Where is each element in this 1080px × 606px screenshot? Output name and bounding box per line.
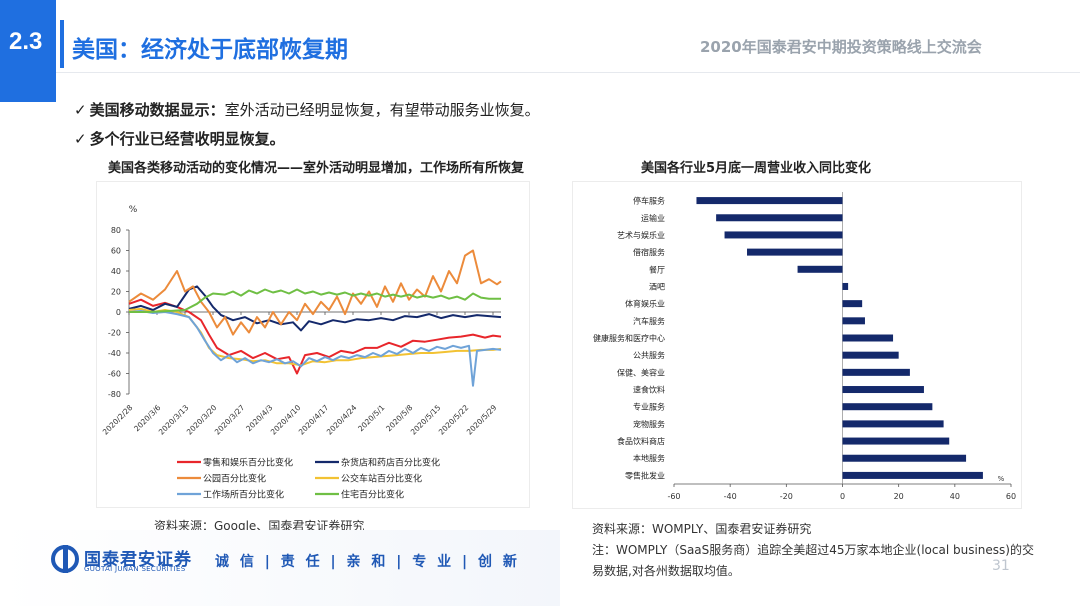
section-number: 2.3 — [0, 0, 56, 102]
industry-chart-panel: -60 -40 -20 0 20 40 60% 停车服务运输业艺术与娱乐业借宿服务餐厅酒吧体育… — [572, 181, 1022, 509]
legend-label: 住宅百分比变化 — [341, 489, 404, 501]
category-label: 停车服务 — [633, 196, 665, 206]
category-label: 运输业 — [641, 213, 665, 223]
company-logo-icon — [51, 545, 79, 573]
y-tick-label: 60 — [111, 247, 121, 256]
category-label: 餐厅 — [649, 265, 665, 274]
x-tick-label: 2020/5/1 — [356, 403, 386, 433]
page-number: 31 — [992, 558, 1010, 574]
bar — [696, 197, 843, 205]
bar — [842, 300, 863, 308]
category-label: 借宿服务 — [633, 247, 665, 257]
bar — [842, 351, 899, 359]
x-axis-unit: % — [998, 475, 1005, 483]
check-icon: ✓ — [74, 101, 87, 119]
y-tick-label: 80 — [111, 226, 121, 235]
bar — [797, 265, 843, 273]
x-tick-label: 2020/4/24 — [325, 403, 359, 437]
x-tick-label: 2020/5/29 — [465, 403, 499, 437]
bar — [842, 386, 924, 394]
bar — [842, 454, 967, 462]
bar — [716, 214, 843, 222]
x-tick-label: -60 — [667, 492, 680, 501]
bar — [842, 420, 944, 428]
industry-bar-chart: -60 -40 -20 0 20 40 60% 停车服务运输业艺术与娱乐业借宿服务餐厅酒吧体育… — [593, 192, 1016, 501]
x-tick-label: 60 — [1006, 492, 1016, 501]
category-label: 宠物服务 — [633, 419, 665, 429]
category-label: 公共服务 — [633, 350, 665, 360]
bar — [724, 231, 843, 239]
bar — [842, 368, 910, 376]
category-label: 体育娱乐业 — [625, 299, 665, 309]
bar — [842, 471, 983, 479]
bar — [842, 282, 849, 290]
series-line — [128, 310, 502, 387]
legend-label: 工作场所百分比变化 — [203, 489, 284, 501]
right-chart-title: 美国各行业5月底一周营业收入同比变化 — [641, 161, 872, 176]
header-event-title: 2020年国泰君安中期投资策略线上交流会 — [700, 38, 982, 56]
x-tick-label: 20 — [894, 492, 904, 501]
legend-label: 公园百分比变化 — [203, 473, 266, 485]
category-label: 保健、美容业 — [617, 367, 665, 377]
x-tick-label: 40 — [950, 492, 960, 501]
check-icon: ✓ — [74, 130, 87, 148]
title-accent-bar — [60, 20, 64, 68]
x-tick-label: -40 — [724, 492, 737, 501]
y-tick-label: 40 — [111, 267, 121, 276]
category-label: 零售批发业 — [625, 470, 665, 480]
page-title: 美国：经济处于底部恢复期 — [72, 37, 348, 63]
legend-label: 公交车站百分比变化 — [341, 473, 422, 485]
y-tick-label: -60 — [108, 370, 121, 379]
bullet-industries: ✓ 多个行业已经营收明显恢复。 — [74, 128, 285, 149]
bar — [747, 248, 843, 256]
bar — [842, 403, 933, 411]
bullet-mobility-lead: 美国移动数据显示： — [89, 101, 225, 119]
bar — [842, 317, 865, 325]
y-tick-label: 0 — [116, 308, 121, 317]
legend-label: 杂货店和药店百分比变化 — [341, 457, 440, 469]
mobility-line-chart: %806040200-20-40-60-802020/2/282020/3/62… — [101, 205, 502, 501]
x-tick-label: -20 — [780, 492, 793, 501]
category-label: 专业服务 — [633, 402, 665, 412]
mobility-chart-panel: % 80 60 40 20 0 -20 -40 -60 -80 2020/2/28 2020/3/6 2… — [96, 181, 530, 508]
x-tick-label: 2020/3/27 — [213, 403, 247, 437]
y-tick-label: -80 — [108, 390, 121, 399]
category-label: 酒吧 — [649, 282, 665, 291]
x-tick-label: 0 — [840, 492, 845, 501]
data-note: 注：WOMPLY（SaaS服务商）追踪全美超过45万家本地企业(local bu… — [592, 543, 1034, 578]
series-line — [128, 249, 502, 336]
bar — [842, 437, 950, 445]
bullet-mobility-text: 室外活动已经明显恢复，有望带动服务业恢复。 — [224, 101, 540, 119]
category-label: 速食饮料 — [633, 385, 665, 395]
y-tick-label: 20 — [111, 288, 121, 297]
series-line — [128, 298, 502, 375]
x-tick-label: 2020/2/28 — [101, 403, 135, 437]
category-label: 汽车服务 — [633, 316, 665, 326]
category-label: 本地服务 — [633, 453, 665, 463]
company-name-en: GUOTAI JUNAN SECURITIES — [84, 565, 186, 573]
company-slogan: 诚 信 | 责 任 | 亲 和 | 专 业 | 创 新 — [215, 554, 520, 570]
category-label: 健康服务和医疗中心 — [593, 333, 665, 343]
bar — [842, 334, 894, 342]
series-line — [129, 288, 501, 313]
legend-label: 零售和娱乐百分比变化 — [203, 457, 293, 469]
company-name: 国泰君安证券 — [84, 550, 192, 570]
bullet-mobility: ✓ 美国移动数据显示：室外活动已经明显恢复，有望带动服务业恢复。 — [74, 99, 540, 120]
header-divider — [56, 72, 1080, 73]
category-label: 艺术与娱乐业 — [617, 230, 665, 240]
y-tick-label: -20 — [108, 329, 121, 338]
left-source: 资料来源：Google、国泰君安证券研究 — [154, 519, 365, 533]
y-tick-label: -40 — [108, 349, 121, 358]
bullet-industries-text: 多个行业已经营收明显恢复。 — [89, 130, 285, 148]
category-label: 食品饮料商店 — [617, 436, 665, 446]
right-source: 资料来源：WOMPLY、国泰君安证券研究 — [592, 522, 812, 536]
y-axis-unit: % — [129, 205, 138, 215]
left-chart-title: 美国各类移动活动的变化情况——室外活动明显增加，工作场所有所恢复 — [108, 161, 525, 176]
footer-band — [0, 530, 560, 606]
